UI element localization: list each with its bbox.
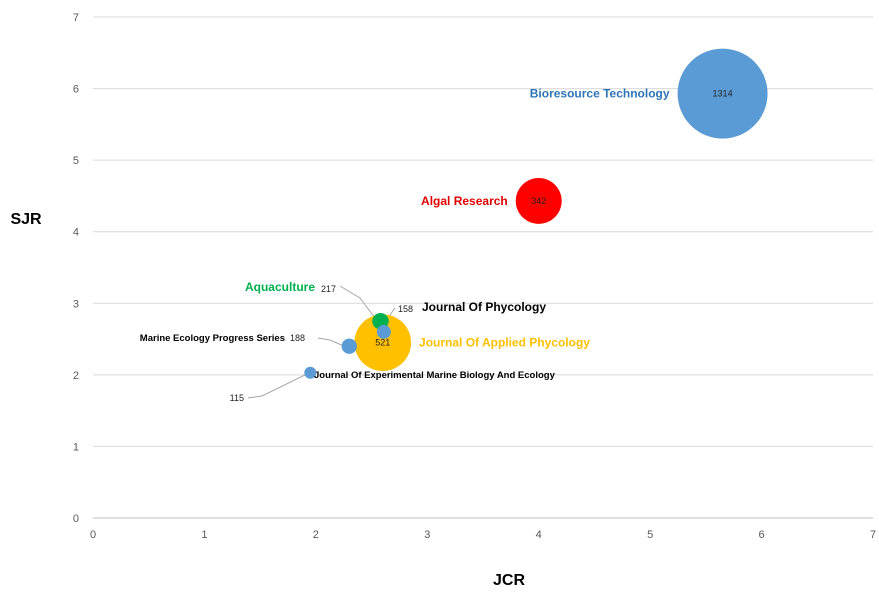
leader-lines <box>247 285 396 399</box>
y-tick-label: 3 <box>73 298 79 310</box>
bubble-count-label: 217 <box>321 284 336 294</box>
y-tick-label: 5 <box>73 155 79 167</box>
bubble-point <box>304 366 317 379</box>
bubble-name-label: Journal Of Experimental Marine Biology A… <box>314 370 556 381</box>
x-tick-label: 1 <box>201 529 207 541</box>
bubbles <box>304 48 768 379</box>
bubble-value-label: 1314 <box>713 89 733 99</box>
x-tick-label: 4 <box>536 529 542 541</box>
y-tick-label: 6 <box>73 84 79 96</box>
bubble-name-label: Aquaculture <box>245 280 315 294</box>
bubble-labels: 1314 521 342 Bioresource Technology Algal Re… <box>140 87 733 403</box>
x-tick-label: 6 <box>759 529 765 541</box>
bubble-point <box>341 338 357 354</box>
y-tick-label: 0 <box>73 513 79 525</box>
bubble-name-label: Marine Ecology Progress Series <box>140 333 285 344</box>
leader-line <box>317 337 345 347</box>
y-tick-label: 4 <box>73 227 79 239</box>
y-tick-label: 7 <box>73 12 79 24</box>
bubble-count-label: 115 <box>230 393 244 403</box>
gridlines <box>93 16 873 519</box>
y-axis-title: SJR <box>10 211 42 228</box>
bubble-point <box>354 314 412 371</box>
tick-labels: 0 1 2 3 4 5 6 7 0 1 2 3 4 5 6 7 <box>73 12 876 541</box>
y-tick-label: 1 <box>73 441 79 453</box>
bubble-name-label: Journal Of Applied Phycology <box>419 336 590 350</box>
bubble-count-label: 158 <box>398 304 413 314</box>
bubble-point <box>515 177 562 224</box>
bubble-point <box>376 324 391 339</box>
bubble-name-label: Algal Research <box>421 194 508 208</box>
bubble-name-label: Bioresource Technology <box>530 87 670 101</box>
bubble-name-label: Journal Of Phycology <box>422 300 546 314</box>
x-tick-label: 3 <box>424 529 430 541</box>
x-axis-title: JCR <box>493 572 525 589</box>
bubble-count-label: 188 <box>290 333 305 343</box>
x-tick-label: 5 <box>647 529 653 541</box>
leader-line <box>339 285 379 323</box>
leader-line <box>247 372 310 399</box>
bubble-point <box>677 48 768 139</box>
x-tick-label: 2 <box>313 529 319 541</box>
bubble-value-label: 521 <box>375 338 390 348</box>
y-tick-label: 2 <box>73 370 79 382</box>
x-tick-label: 0 <box>90 529 96 541</box>
x-tick-label: 7 <box>870 529 876 541</box>
bubble-value-label: 342 <box>531 196 546 206</box>
